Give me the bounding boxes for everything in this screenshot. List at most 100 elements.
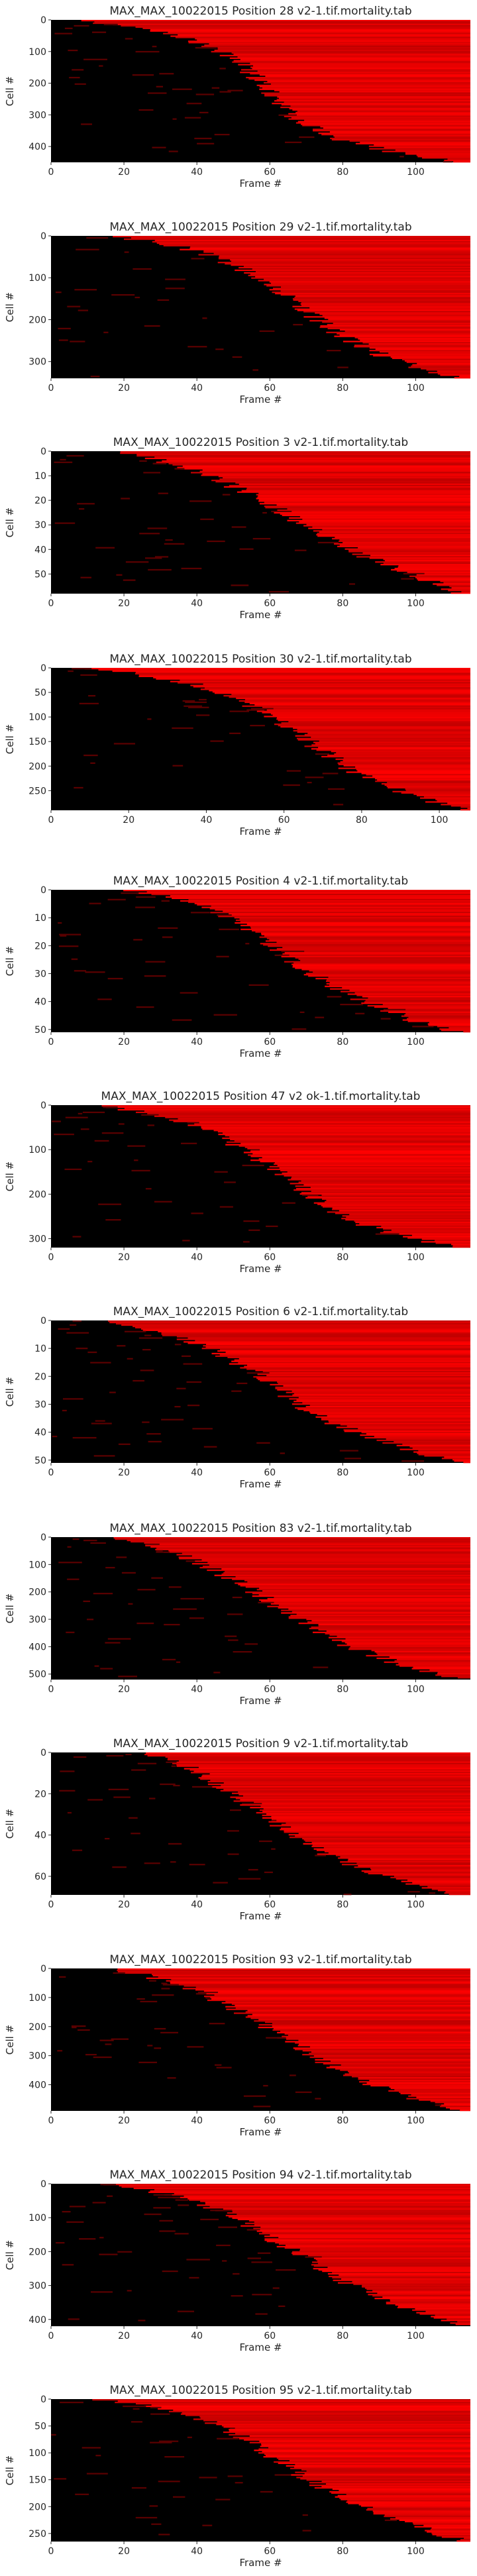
heatmap-cell-row — [261, 932, 470, 934]
heatmap-signal-fleck — [94, 1140, 109, 1142]
y-tick-label: 300 — [28, 2281, 46, 2292]
heatmap-signal-fleck — [219, 1206, 233, 1208]
heatmap-cell-row — [295, 957, 470, 959]
heatmap-cell-row — [297, 110, 470, 113]
heatmap-cell-row — [250, 1807, 470, 1809]
heatmap-cell-row — [98, 669, 470, 671]
x-tick-label: 60 — [264, 2546, 276, 2557]
heatmap-cell-row — [207, 1999, 470, 2002]
heatmap-cell-row — [124, 1107, 470, 1110]
heatmap-signal-fleck — [162, 936, 173, 938]
heatmap-cell-row — [203, 1566, 470, 1568]
heatmap-signal-fleck — [401, 1460, 425, 1462]
heatmap-cell-row — [331, 138, 470, 141]
heatmap-cell-row — [460, 809, 470, 811]
heatmap-cell-row — [292, 1611, 470, 1613]
heatmap-cell-row — [266, 709, 470, 711]
heatmap-cell-row — [232, 1792, 470, 1794]
heatmap-signal-fleck — [105, 1219, 121, 1221]
heatmap-cell-row — [265, 507, 470, 509]
heatmap-signal-fleck — [99, 2237, 104, 2239]
heatmap-cell-row — [211, 50, 470, 53]
heatmap-signal-fleck — [74, 970, 87, 972]
heatmap-cell-row — [187, 2198, 470, 2200]
heatmap-cell-row — [240, 1585, 470, 1587]
heatmap-cell-row — [261, 1600, 470, 1603]
heatmap-cell-row — [300, 2478, 470, 2480]
heatmap-rows — [68, 668, 471, 811]
heatmap-cell-row — [204, 44, 470, 46]
heatmap-signal-fleck — [132, 2408, 140, 2410]
heatmap-cell-row — [391, 568, 470, 571]
heatmap-cell-row — [276, 504, 470, 506]
heatmap-cell-row — [281, 1823, 470, 1825]
heatmap-cell-row — [321, 1419, 470, 1421]
heatmap-cell-row — [459, 376, 470, 378]
heatmap-signal-fleck — [105, 2043, 112, 2045]
heatmap-cell-row — [231, 1360, 470, 1362]
heatmap-cell-row — [124, 238, 470, 241]
heatmap-signal-fleck — [271, 1848, 276, 1850]
heatmap-rows — [52, 1320, 471, 1464]
heatmap-cell-row — [189, 1769, 470, 1771]
heatmap-cell-row — [203, 251, 470, 253]
heatmap-cell-row — [225, 1134, 470, 1137]
x-axis-label: Frame # — [239, 2557, 282, 2569]
heatmap-cell-row — [256, 2230, 470, 2232]
heatmap-cell-row — [402, 358, 470, 360]
heatmap-cell-row — [245, 1591, 470, 1593]
heatmap-cell-row — [254, 2221, 470, 2223]
heatmap-cell-row — [454, 377, 470, 379]
y-tick-label: 400 — [28, 2080, 46, 2091]
heatmap-cell-row — [280, 106, 470, 109]
heatmap-cell-row — [292, 1394, 470, 1396]
heatmap-cell-row — [295, 1407, 470, 1409]
heatmap-cell-row — [146, 1752, 470, 1754]
heatmap-signal-fleck — [77, 503, 95, 505]
heatmap-cell-row — [245, 2011, 470, 2013]
heatmap-cell-row — [344, 1642, 470, 1644]
heatmap-cell-row — [170, 680, 470, 682]
heatmap-cell-row — [416, 2096, 470, 2098]
heatmap-signal-fleck — [231, 526, 246, 528]
heatmap-signal-fleck — [215, 349, 224, 350]
heatmap-cell-row — [388, 786, 470, 789]
heatmap-cell-row — [320, 325, 470, 327]
heatmap-signal-fleck — [82, 1111, 105, 1114]
heatmap-signal-fleck — [229, 732, 241, 734]
heatmap-cell-row — [209, 690, 470, 692]
chart-title: MAX_MAX_10022015 Position 83 v2-1.tif.mo… — [109, 1522, 411, 1535]
heatmap-cell-row — [154, 1115, 470, 1117]
heatmap-cell-row — [177, 466, 470, 468]
heatmap-cell-row — [373, 2513, 470, 2515]
heatmap-cell-row — [394, 2088, 470, 2091]
heatmap-signal-fleck — [242, 1803, 262, 1805]
heatmap-cell-row — [262, 706, 470, 708]
heatmap-cell-row — [392, 357, 470, 359]
heatmap-cell-row — [136, 2402, 470, 2405]
heatmap-cell-row — [184, 2195, 470, 2197]
heatmap-signal-fleck — [153, 2194, 172, 2196]
heatmap-signal-fleck — [225, 1635, 237, 1637]
heatmap-cell-row — [309, 2485, 470, 2487]
x-tick-label: 40 — [191, 167, 203, 178]
heatmap-cell-row — [335, 537, 470, 539]
heatmap-cell-row — [301, 1180, 470, 1182]
x-tick-label: 20 — [118, 2546, 130, 2557]
heatmap-cell-row — [150, 30, 470, 32]
heatmap-cell-row — [298, 1181, 470, 1183]
heatmap-cell-row — [232, 2211, 470, 2213]
heatmap-cell-row — [247, 1364, 470, 1366]
y-tick-label: 20 — [34, 1371, 46, 1382]
x-tick-label: 40 — [191, 1684, 203, 1695]
heatmap-signal-fleck — [231, 2295, 243, 2297]
heatmap-signal-fleck — [59, 1790, 76, 1792]
heatmap-cell-row — [430, 2100, 470, 2102]
y-tick-label: 100 — [28, 712, 46, 723]
heatmap-cell-row — [201, 906, 470, 908]
heatmap-cell-row — [268, 2447, 470, 2449]
heatmap-cell-row — [113, 236, 470, 238]
heatmap-cell-row — [382, 1442, 470, 1444]
heatmap-signal-fleck — [58, 339, 68, 341]
heatmap-signal-fleck — [313, 1666, 329, 1668]
